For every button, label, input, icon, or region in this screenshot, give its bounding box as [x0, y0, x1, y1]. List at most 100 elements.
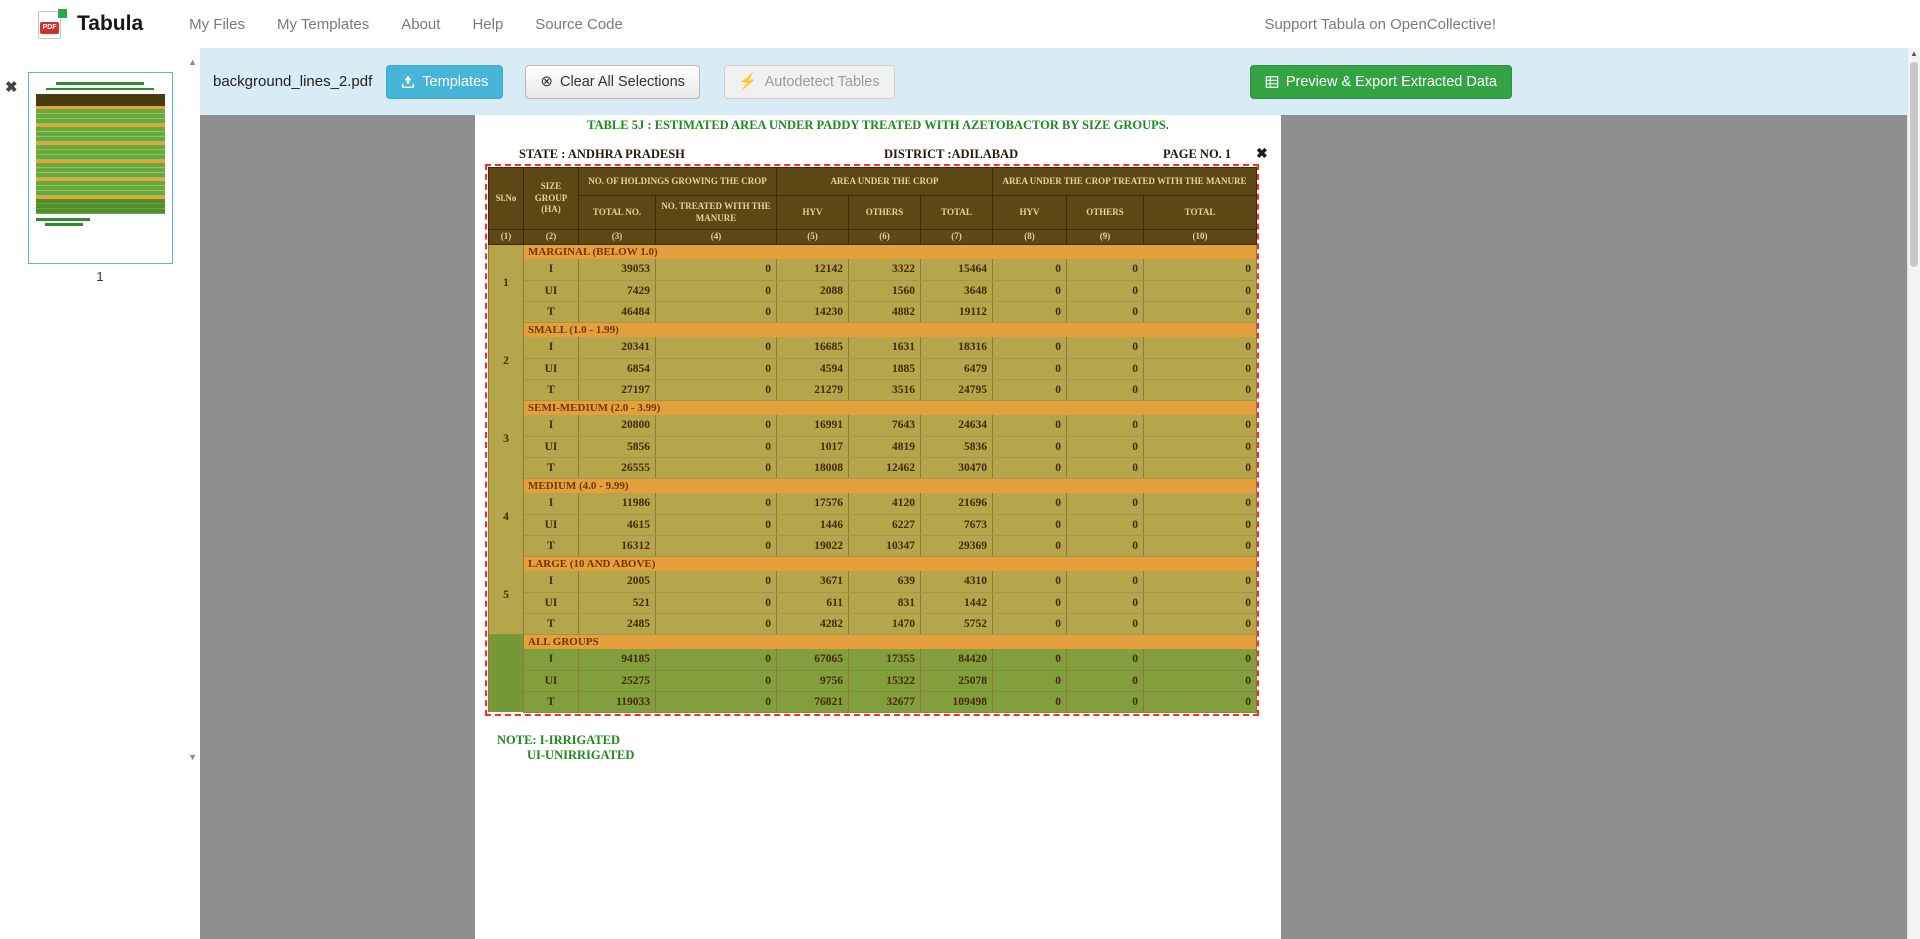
value-cell: 611: [776, 592, 849, 614]
value-cell: 4615: [578, 514, 656, 536]
row-type-cell: T: [523, 535, 579, 557]
value-cell: 109498: [920, 691, 993, 713]
value-cell: 0: [1066, 280, 1144, 302]
value-cell: 0: [992, 301, 1067, 323]
value-cell: 94185: [578, 649, 656, 671]
value-cell: 7643: [848, 415, 921, 437]
value-cell: 0: [1142, 337, 1258, 359]
export-button[interactable]: Preview & Export Extracted Data: [1249, 64, 1512, 99]
value-cell: 6479: [920, 358, 993, 380]
value-cell: 46484: [578, 301, 656, 323]
pdf-viewer: TABLE 5J : ESTIMATED AREA UNDER PADDY TR…: [200, 115, 1920, 939]
value-cell: 32677: [848, 691, 921, 713]
value-cell: 25078: [920, 670, 993, 692]
value-cell: 16991: [776, 415, 849, 437]
support-link[interactable]: Support Tabula on OpenCollective!: [1264, 15, 1496, 33]
row-type-cell: T: [523, 301, 579, 323]
autodetect-tables-button[interactable]: ⚡ Autodetect Tables: [723, 64, 895, 99]
thumbnail-table-row: [35, 127, 165, 132]
remove-file-button[interactable]: ✖: [5, 79, 18, 96]
table-data-row: T 26555 0 18008 12462 30470 0 0 0: [489, 457, 1258, 479]
value-cell: 0: [655, 436, 777, 458]
thumbnail-note-line: [35, 218, 90, 221]
value-cell: 0: [992, 613, 1067, 635]
table-data-row: I 94185 0 67065 17355 84420 0 0 0: [489, 649, 1258, 671]
value-cell: 0: [655, 514, 777, 536]
value-cell: 16312: [578, 535, 656, 557]
value-cell: 0: [1142, 436, 1258, 458]
scrollbar-up-icon[interactable]: ▲: [1910, 49, 1918, 58]
sidebar-scroll-down-icon[interactable]: ▼: [188, 752, 197, 762]
value-cell: 10347: [848, 535, 921, 557]
filename: background_lines_2.pdf: [213, 73, 373, 90]
colnum-cell: (1): [488, 229, 524, 245]
value-cell: 4310: [920, 571, 993, 593]
row-type-cell: I: [523, 649, 579, 671]
value-cell: 1017: [776, 436, 849, 458]
table-data-row: I 2005 0 3671 639 4310 0 0 0: [489, 571, 1258, 593]
value-cell: 7673: [920, 514, 993, 536]
group-label-cell: MEDIUM (4.0 - 9.99): [522, 478, 1258, 494]
page-thumbnail[interactable]: [27, 72, 173, 264]
selection-close-button[interactable]: ✖: [1256, 147, 1268, 162]
clear-selections-button[interactable]: ⊗ Clear All Selections: [525, 64, 700, 99]
value-cell: 0: [992, 436, 1067, 458]
nav-links: My Files My Templates About Help Source …: [173, 16, 639, 33]
tabula-logo-icon: PDF: [38, 8, 68, 40]
group-label-cell: SEMI-MEDIUM (2.0 - 3.99): [522, 400, 1258, 416]
value-cell: 0: [1142, 535, 1258, 557]
templates-button[interactable]: Templates: [386, 64, 504, 99]
window-scrollbar[interactable]: ▲: [1907, 48, 1920, 939]
table-data-row: UI 521 0 611 831 1442 0 0 0: [489, 592, 1258, 614]
sidebar-scroll-up-icon[interactable]: ▲: [188, 57, 197, 67]
value-cell: 0: [1066, 613, 1144, 635]
thumbnail-page-number: 1: [96, 269, 104, 284]
thumbnail-group-stripe: [35, 142, 165, 145]
pdf-page[interactable]: TABLE 5J : ESTIMATED AREA UNDER PADDY TR…: [475, 115, 1281, 939]
value-cell: 0: [655, 337, 777, 359]
value-cell: 1446: [776, 514, 849, 536]
nav-link-my-templates[interactable]: My Templates: [276, 15, 370, 33]
export-button-label: Preview & Export Extracted Data: [1285, 73, 1497, 90]
thumbnail-table-row: [35, 155, 165, 160]
thumbnail-group-stripe: [35, 178, 165, 181]
value-cell: 0: [1066, 691, 1144, 713]
app-logo[interactable]: PDF Tabula: [38, 8, 143, 40]
header-area-treated: AREA UNDER THE CROP TREATED WITH THE MAN…: [991, 167, 1258, 196]
value-cell: 84420: [920, 649, 993, 671]
value-cell: 521: [578, 592, 656, 614]
nav-link-help[interactable]: Help: [472, 15, 504, 33]
scrollbar-thumb[interactable]: [1910, 62, 1918, 267]
row-type-cell: T: [523, 457, 579, 479]
value-cell: 0: [992, 691, 1067, 713]
value-cell: 15464: [920, 259, 993, 281]
value-cell: 30470: [920, 457, 993, 479]
value-cell: 17576: [776, 493, 849, 515]
nav-link-source-code[interactable]: Source Code: [535, 15, 623, 33]
value-cell: 0: [1066, 457, 1144, 479]
page-number-text: PAGE NO. 1: [1163, 147, 1232, 161]
value-cell: 0: [992, 592, 1067, 614]
nav-link-about[interactable]: About: [401, 15, 441, 33]
group-label-cell: ALL GROUPS: [522, 634, 1258, 650]
subheader-cell: NO. TREATED WITH THE MANURE: [655, 195, 777, 230]
value-cell: 0: [992, 280, 1067, 302]
value-cell: 0: [655, 415, 777, 437]
value-cell: 0: [992, 535, 1067, 557]
group-label-cell: MARGINAL (BELOW 1.0): [522, 244, 1258, 260]
value-cell: 0: [1142, 259, 1258, 281]
value-cell: 76821: [776, 691, 849, 713]
row-type-cell: T: [523, 691, 579, 713]
value-cell: 0: [655, 649, 777, 671]
slno-cell: [488, 634, 524, 713]
thumbnail-group-stripe: [35, 160, 165, 163]
table-header-row: Sl.No SIZE GROUP (HA) NO. OF HOLDINGS GR…: [488, 167, 1258, 230]
nav-link-my-files[interactable]: My Files: [189, 15, 245, 33]
thumbnail-table-preview: [35, 94, 165, 214]
clear-selections-label: Clear All Selections: [559, 73, 685, 90]
row-type-cell: I: [523, 337, 579, 359]
district-text: DISTRICT :ADILABAD: [884, 147, 1019, 161]
row-type-cell: T: [523, 379, 579, 401]
value-cell: 0: [1142, 670, 1258, 692]
value-cell: 0: [1066, 571, 1144, 593]
